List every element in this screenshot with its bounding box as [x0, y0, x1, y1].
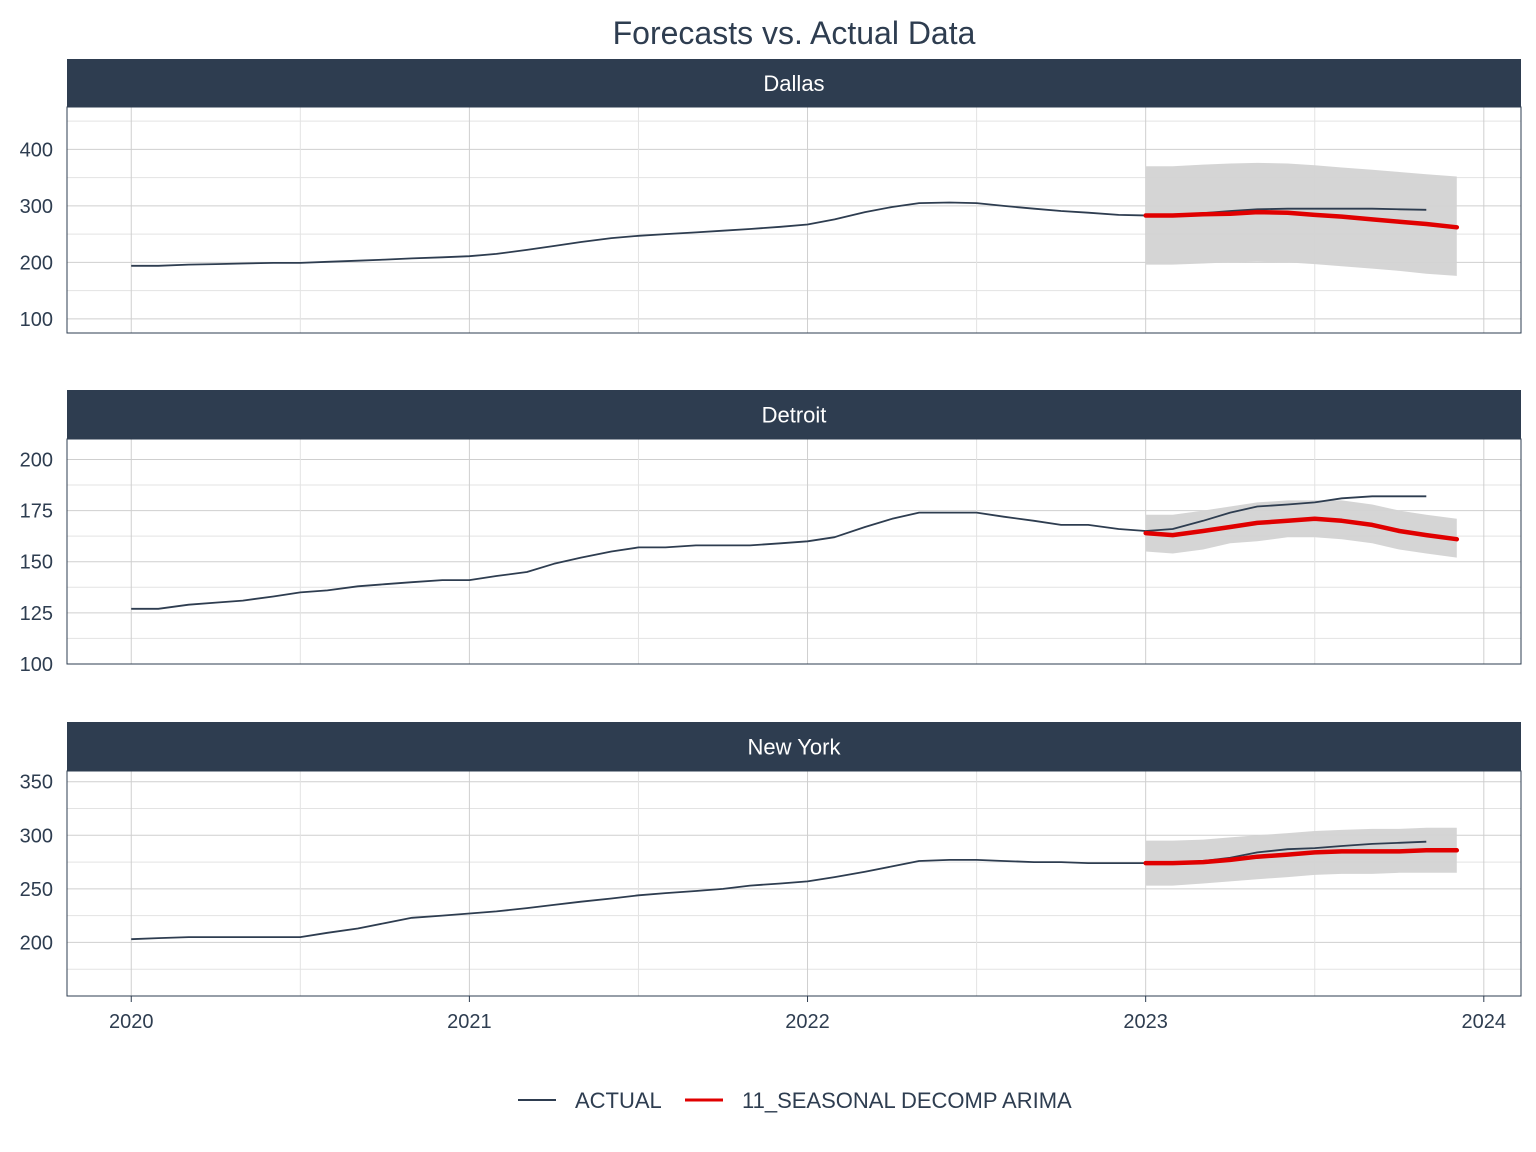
panel-border: [66, 770, 1522, 997]
y-tick-label: 300: [20, 196, 53, 218]
panel-dallas: Dallas 100 200 300 400: [20, 59, 1522, 334]
y-tick-label: 250: [20, 879, 53, 901]
y-tick-label: 175: [20, 501, 53, 523]
facet-strip: [67, 722, 1521, 771]
facet-strip: [67, 59, 1521, 107]
x-tick-label: 2023: [1123, 1011, 1168, 1033]
panel-new-york: New York 200 250 300 350: [20, 722, 1522, 997]
y-tick-label: 300: [20, 825, 53, 847]
facet-strip-label: New York: [748, 735, 842, 760]
forecast-series-line: [1143, 209, 1460, 230]
prediction-interval-band: [1145, 500, 1457, 558]
x-tick-label: 2024: [1462, 1011, 1507, 1033]
prediction-interval-band: [1145, 827, 1457, 886]
legend: ACTUAL 11_SEASONAL DECOMP ARIMA: [518, 1088, 1072, 1113]
y-tick-label: 150: [20, 552, 53, 574]
y-tick-label: 200: [20, 932, 53, 954]
y-tick-label: 350: [20, 772, 53, 794]
chart-title: Forecasts vs. Actual Data: [613, 15, 976, 51]
facet-strip-label: Dallas: [763, 71, 824, 96]
y-tick-label: 125: [20, 603, 53, 625]
y-tick-label: 100: [20, 654, 53, 676]
prediction-interval-band: [1145, 162, 1457, 276]
actual-series-line: [131, 495, 1427, 610]
legend-label: ACTUAL: [575, 1088, 662, 1113]
y-tick-label: 100: [20, 309, 53, 331]
facet-strip-label: Detroit: [762, 403, 827, 428]
y-tick-label: 200: [20, 252, 53, 274]
x-tick-label: 2020: [109, 1011, 154, 1033]
facet-strip: [67, 390, 1521, 439]
panel-border: [66, 106, 1522, 334]
forecast-series-line: [1143, 848, 1460, 866]
x-axis: 2020 2021 2022 2023 2024: [109, 996, 1506, 1033]
panel-detroit: Detroit 100 125 150 175 200: [20, 390, 1522, 676]
y-tick-label: 400: [20, 139, 53, 161]
x-tick-label: 2022: [785, 1011, 830, 1033]
y-tick-label: 200: [20, 449, 53, 471]
panel-border: [66, 438, 1522, 665]
forecast-series-line: [1143, 516, 1460, 542]
legend-label: 11_SEASONAL DECOMP ARIMA: [742, 1088, 1072, 1113]
x-tick-label: 2021: [447, 1011, 492, 1033]
